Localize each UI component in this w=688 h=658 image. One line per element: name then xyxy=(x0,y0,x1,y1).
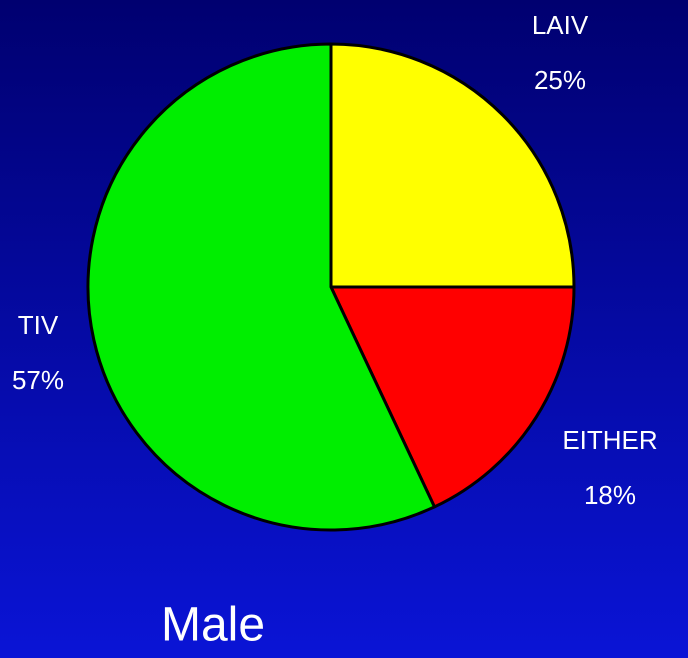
pie-slice xyxy=(329,42,576,289)
slice-label: TIV xyxy=(18,310,59,340)
value-label: 18% xyxy=(584,480,636,510)
slice-label: EITHER xyxy=(562,425,657,455)
pie-slice xyxy=(329,285,576,509)
value-label: 25% xyxy=(534,65,586,95)
pie-slice xyxy=(86,42,436,532)
value-label: 57% xyxy=(12,365,64,395)
chart-title: Male xyxy=(161,599,265,652)
slice-label: LAIV xyxy=(532,10,589,40)
pie xyxy=(86,42,576,532)
